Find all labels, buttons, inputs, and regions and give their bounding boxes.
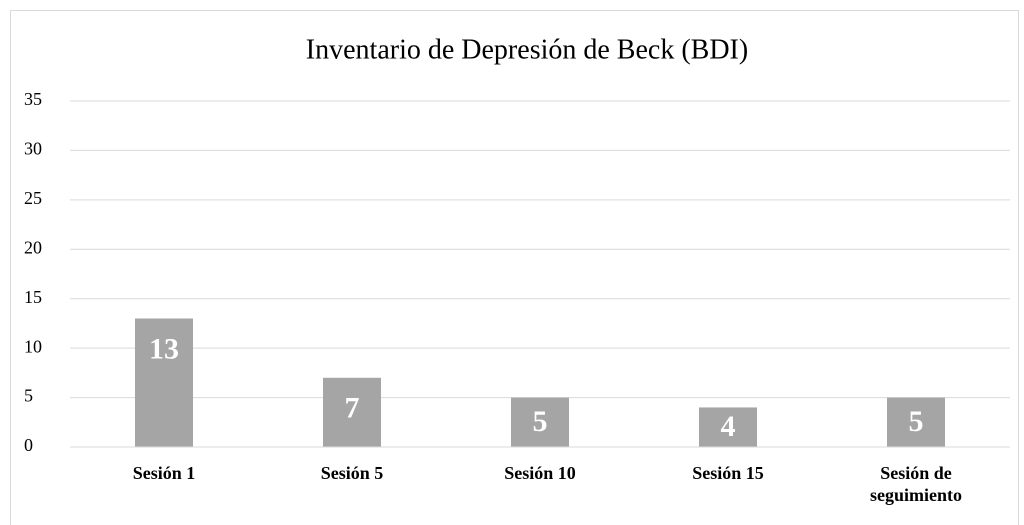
y-tick-label: 5 bbox=[24, 386, 33, 406]
y-tick-label: 10 bbox=[24, 336, 42, 356]
y-tick-label: 20 bbox=[24, 237, 42, 257]
y-tick-label: 0 bbox=[24, 435, 33, 455]
x-tick-label: Sesión 5 bbox=[320, 463, 384, 483]
y-tick-label: 15 bbox=[24, 287, 42, 307]
bar bbox=[887, 397, 945, 447]
data-label: 4 bbox=[721, 410, 736, 443]
bar bbox=[699, 407, 757, 447]
bar bbox=[323, 377, 381, 447]
x-tick-label: Sesión 1 bbox=[132, 463, 196, 483]
y-tick-label: 25 bbox=[24, 188, 42, 208]
chart-title: Inventario de Depresión de Beck (BDI) bbox=[306, 34, 748, 65]
data-label: 13 bbox=[149, 332, 179, 365]
data-label: 5 bbox=[533, 405, 548, 438]
x-tick-label: Sesión 10 bbox=[504, 463, 576, 483]
bar bbox=[511, 397, 569, 447]
bar bbox=[135, 318, 193, 447]
y-tick-label: 30 bbox=[24, 139, 42, 159]
data-label: 7 bbox=[345, 392, 360, 425]
x-tick-label: Sesión 15 bbox=[692, 463, 764, 483]
data-label: 5 bbox=[909, 405, 924, 438]
chart-border bbox=[10, 10, 1019, 525]
y-tick-label: 35 bbox=[24, 89, 42, 109]
x-tick-label: Sesión de seguimiento bbox=[870, 463, 962, 505]
